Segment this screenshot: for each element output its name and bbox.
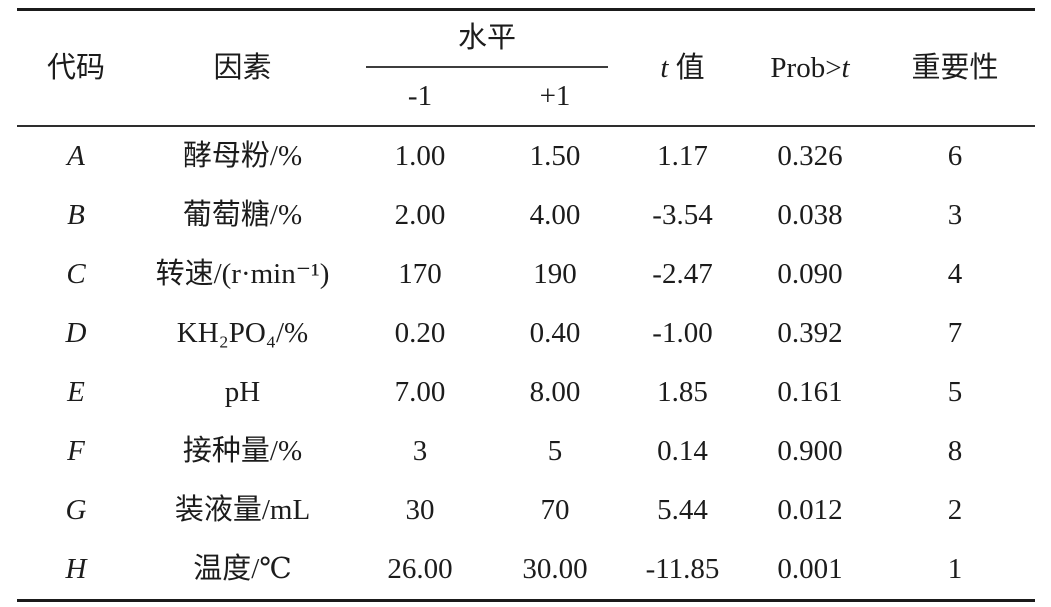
t-value: -11.85 [645, 553, 720, 585]
prob-value: 0.090 [777, 258, 843, 290]
prob-value: 0.326 [777, 140, 843, 172]
factor-code: C [66, 258, 86, 290]
level-low-value: 30 [405, 494, 435, 526]
level-group-label: 水平 [366, 11, 609, 68]
column-header-level-high: +1 [490, 68, 621, 127]
importance-rank: 2 [947, 494, 963, 526]
importance-rank: 5 [947, 376, 963, 408]
level-low-value: 3 [412, 435, 428, 467]
importance-rank: 6 [947, 140, 963, 172]
header-row-sub: -1 +1 [17, 68, 1035, 127]
level-low-value: 1.00 [394, 140, 446, 172]
level-high-value: 1.50 [529, 140, 581, 172]
level-low-value: 170 [398, 258, 442, 290]
prob-value: 0.012 [777, 494, 843, 526]
prob-prefix: Prob> [770, 51, 842, 84]
t-value: -2.47 [652, 258, 713, 290]
factor-code: A [67, 140, 85, 172]
level-low-value: 26.00 [387, 553, 453, 585]
column-header-level-low: -1 [350, 68, 490, 127]
factors-table: 代码 因素 水平 t 值 Prob>t 重要性 -1 +1 A 酵母粉/% 1.… [17, 8, 1036, 602]
level-high-value: 8.00 [529, 376, 581, 408]
t-value: 1.85 [657, 376, 708, 408]
header-row-main: 代码 因素 水平 t 值 Prob>t 重要性 [17, 9, 1036, 127]
importance-rank: 8 [947, 435, 963, 467]
factor-name: 葡萄糖/% [182, 199, 303, 231]
factor-name: 酵母粉/% [182, 140, 303, 172]
column-header-prob: Prob>t [745, 9, 876, 127]
importance-rank: 4 [947, 258, 963, 290]
column-header-code: 代码 [17, 9, 135, 127]
level-low-value: 0.20 [394, 317, 446, 349]
t-value: 5.44 [657, 494, 708, 526]
level-high-value: 0.40 [529, 317, 581, 349]
table-header: 代码 因素 水平 t 值 Prob>t 重要性 -1 +1 [17, 9, 1036, 127]
factor-name: 温度/℃ [193, 553, 292, 585]
level-low-value: 2.00 [394, 199, 446, 231]
importance-rank: 7 [947, 317, 963, 349]
factor-code: B [67, 199, 85, 231]
column-header-factor: 因素 [135, 9, 350, 127]
factor-code: H [65, 553, 87, 585]
t-value: -3.54 [652, 199, 713, 231]
importance-rank: 3 [947, 199, 963, 231]
level-high-value: 70 [540, 494, 570, 526]
prob-value: 0.161 [777, 376, 843, 408]
table-row: C 转速/(r·min⁻¹) 170 190 -2.47 0.090 4 [17, 245, 1035, 304]
table-body: A 酵母粉/% 1.00 1.50 1.17 0.326 6 B 葡萄糖/% 2… [17, 126, 1035, 601]
t-value: 0.14 [657, 435, 708, 467]
table-row: B 葡萄糖/% 2.00 4.00 -3.54 0.038 3 [17, 186, 1035, 245]
table-row: A 酵母粉/% 1.00 1.50 1.17 0.326 6 [17, 126, 1035, 186]
column-header-t-value: t 值 [620, 9, 746, 127]
factor-name: KH₂PO₄/% [176, 317, 309, 349]
t-value: -1.00 [652, 317, 713, 349]
column-header-importance: 重要性 [875, 9, 1036, 127]
level-high-value: 4.00 [529, 199, 581, 231]
factor-name: 转速/(r·min⁻¹) [155, 258, 330, 290]
table-row: E pH 7.00 8.00 1.85 0.161 5 [17, 363, 1035, 422]
prob-t-italic: t [841, 51, 850, 84]
factor-name: 装液量/mL [174, 494, 311, 526]
factor-code: F [67, 435, 85, 467]
prob-value: 0.038 [777, 199, 843, 231]
factor-code: E [67, 376, 85, 408]
importance-rank: 1 [947, 553, 963, 585]
level-low-value: 7.00 [394, 376, 446, 408]
level-high-value: 30.00 [522, 553, 588, 585]
prob-value: 0.900 [777, 435, 843, 467]
column-header-level-group: 水平 [350, 10, 620, 68]
factor-name: 接种量/% [182, 435, 303, 467]
t-value-suffix: 值 [675, 51, 705, 84]
table-row: H 温度/℃ 26.00 30.00 -11.85 0.001 1 [17, 540, 1035, 601]
t-value-italic: t [660, 51, 669, 84]
factor-name: pH [224, 376, 261, 408]
level-high-value: 190 [533, 258, 577, 290]
factor-code: G [65, 494, 87, 526]
level-high-value: 5 [547, 435, 563, 467]
factor-code: D [65, 317, 87, 349]
prob-value: 0.001 [777, 553, 843, 585]
prob-value: 0.392 [777, 317, 843, 349]
t-value: 1.17 [657, 140, 708, 172]
table-row: D KH₂PO₄/% 0.20 0.40 -1.00 0.392 7 [17, 304, 1035, 363]
table-row: G 装液量/mL 30 70 5.44 0.012 2 [17, 481, 1035, 540]
table-row: F 接种量/% 3 5 0.14 0.900 8 [17, 422, 1035, 481]
